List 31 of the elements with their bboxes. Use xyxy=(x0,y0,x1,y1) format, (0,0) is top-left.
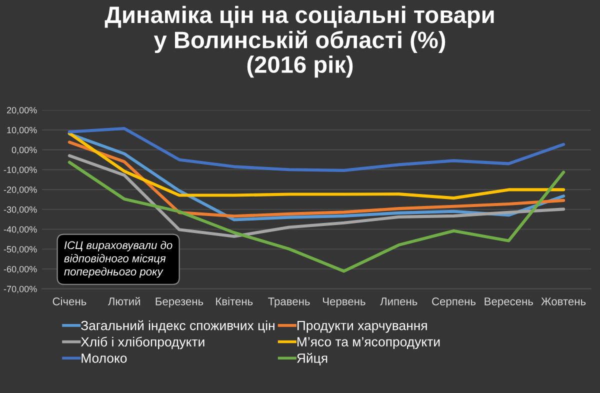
x-tick-label: Лютий xyxy=(108,296,140,306)
line-series xyxy=(68,132,566,200)
line-series xyxy=(68,154,566,238)
y-tick-label: -40,00% xyxy=(4,226,37,234)
x-tick-label: Жовтень xyxy=(541,298,586,306)
x-tick-label: Березень xyxy=(156,298,204,308)
y-tick-label: -10,00% xyxy=(4,166,37,174)
legend-label: М’ясо та м’ясопродукти xyxy=(298,337,440,350)
x-tick-label: Квітень xyxy=(216,297,253,306)
y-tick-label: 20,00% xyxy=(6,107,37,114)
legend-label: Яйця xyxy=(297,352,328,366)
legend-label: Хліб і хлібопродукти xyxy=(80,336,204,350)
line-series xyxy=(68,126,566,172)
y-tick-label: -70,00% xyxy=(4,286,37,294)
legend-label: Продукти харчування xyxy=(297,320,427,333)
y-tick-label: -60,00% xyxy=(4,266,37,274)
x-tick-label: Січень xyxy=(52,297,86,306)
legend-label: Молоко xyxy=(82,354,127,363)
annotation: ІСЦ вираховували до відповідного місяця попереднього року xyxy=(64,240,172,278)
y-tick-label: -20,00% xyxy=(4,186,37,194)
x-tick-label: Вересень xyxy=(484,298,533,308)
chart-title: Динаміка цін на соціальні товари у Волинській області (%) (2016 рік) xyxy=(104,6,494,78)
x-tick-label: Травень xyxy=(268,298,310,308)
y-tick-label: 0,00% xyxy=(12,146,37,154)
y-tick-label: 10,00% xyxy=(7,126,37,134)
legend-label: Загальний індекс споживчих цін xyxy=(81,320,274,333)
x-tick-label: Червень xyxy=(322,298,366,308)
x-tick-label: Липень xyxy=(380,298,418,306)
y-tick-label: -30,00% xyxy=(4,206,37,214)
y-tick-label: -50,00% xyxy=(4,246,37,254)
x-tick-label: Серпень xyxy=(432,297,476,308)
